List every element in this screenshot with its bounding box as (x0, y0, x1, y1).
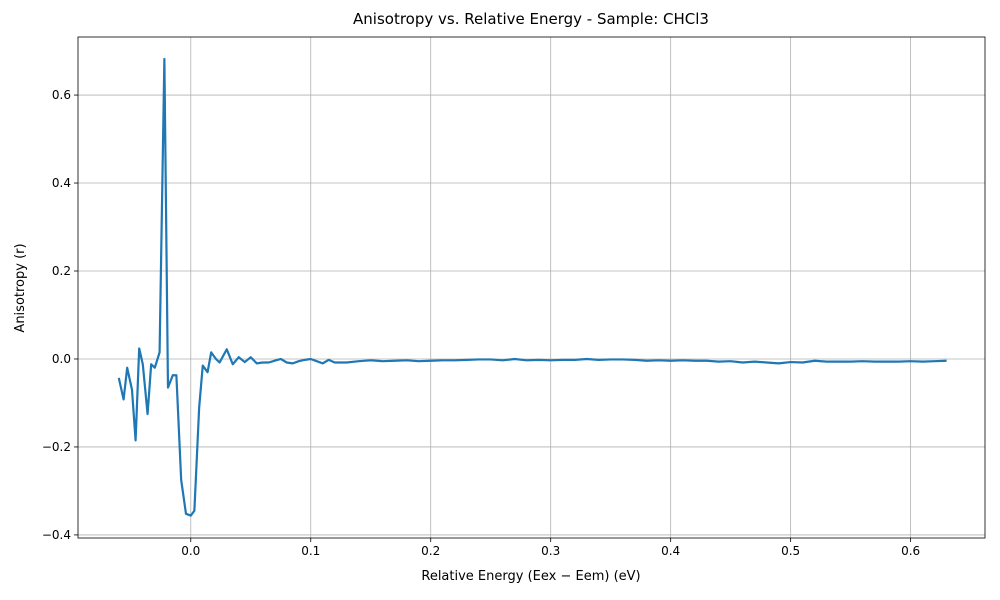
x-tick-label: 0.4 (661, 544, 680, 558)
y-tick-label: 0.2 (52, 264, 71, 278)
x-tick-label: 0.6 (901, 544, 920, 558)
y-axis-label: Anisotropy (r) (13, 243, 28, 332)
x-tick-label: 0.3 (541, 544, 560, 558)
y-tick-label: −0.4 (42, 528, 71, 542)
plot-frame (77, 36, 986, 539)
y-tick-label: −0.2 (42, 440, 71, 454)
chart-title: Anisotropy vs. Relative Energy - Sample:… (353, 10, 709, 28)
y-tick-label: 0.4 (52, 176, 71, 190)
x-tick-label: 0.5 (781, 544, 800, 558)
y-tick-label: 0.0 (52, 352, 71, 366)
x-tick-label: 0.0 (181, 544, 200, 558)
x-tick-label: 0.1 (301, 544, 320, 558)
data-line (117, 57, 947, 517)
y-tick-label: 0.6 (52, 88, 71, 102)
x-tick-label: 0.2 (421, 544, 440, 558)
x-axis-label: Relative Energy (Eex − Eem) (eV) (421, 569, 640, 584)
